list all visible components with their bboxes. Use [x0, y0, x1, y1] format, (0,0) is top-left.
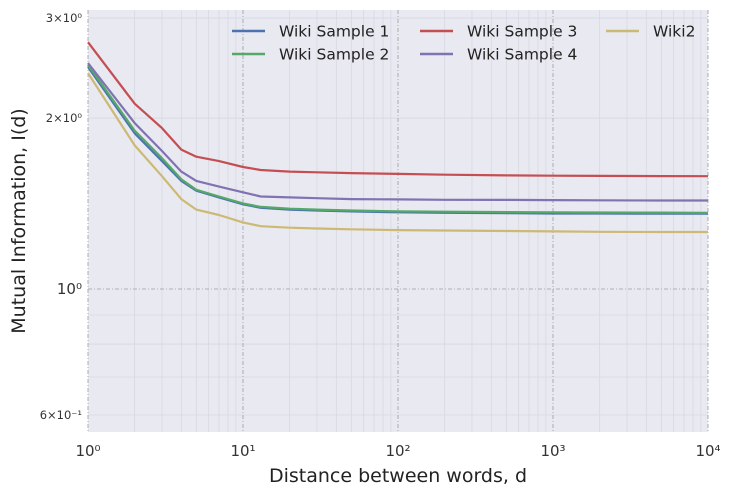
- series-line: [87, 64, 709, 214]
- x-tick-label: 10²: [385, 442, 410, 460]
- y-axis-ticks: 6×10⁻¹ 10⁰ 2×10⁰ 3×10⁰: [40, 11, 83, 422]
- legend-label: Wiki Sample 2: [279, 46, 389, 64]
- y-tick-label: 6×10⁻¹: [40, 408, 82, 422]
- legend: Wiki Sample 1 Wiki Sample 2 Wiki Sample 3 W…: [232, 23, 695, 64]
- x-tick-label: 10³: [540, 442, 565, 460]
- legend-label: Wiki Sample 1: [279, 23, 389, 41]
- y-tick-label: 10⁰: [57, 280, 82, 298]
- y-tick-label: 3×10⁰: [46, 11, 83, 25]
- series-line: [87, 72, 708, 234]
- x-axis-ticks: 10⁰ 10¹ 10² 10³ 10⁴: [75, 442, 720, 460]
- series-line: [87, 41, 709, 178]
- x-tick-label: 10¹: [230, 442, 255, 460]
- series-lines: [87, 41, 709, 234]
- legend-label: Wiki Sample 3: [467, 23, 577, 41]
- legend-label: Wiki2: [653, 23, 695, 41]
- grid: [87, 10, 709, 432]
- x-tick-label: 10⁰: [75, 442, 100, 460]
- series-line: [87, 62, 708, 202]
- legend-label: Wiki Sample 4: [467, 46, 577, 64]
- x-tick-label: 10⁴: [695, 442, 720, 460]
- x-axis-label: Distance between words, d: [269, 465, 527, 487]
- y-tick-label: 2×10⁰: [46, 111, 83, 125]
- y-axis-label: Mutual Information, I(d): [8, 108, 30, 333]
